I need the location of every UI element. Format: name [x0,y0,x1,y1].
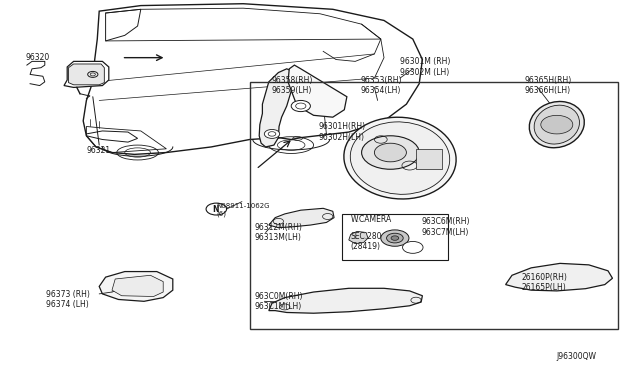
Circle shape [264,129,280,138]
Polygon shape [64,61,109,87]
Circle shape [291,100,310,112]
Text: 96365H(RH)
96366H(LH): 96365H(RH) 96366H(LH) [525,76,572,95]
Polygon shape [349,231,368,244]
Circle shape [362,136,419,169]
Text: W.CAMERA: W.CAMERA [351,215,392,224]
Circle shape [381,230,409,246]
Text: 963C0M(RH)
963C1M(LH): 963C0M(RH) 963C1M(LH) [254,292,303,311]
Text: 96358(RH)
96359(LH): 96358(RH) 96359(LH) [272,76,314,95]
Text: 96321: 96321 [86,146,111,155]
Bar [416,149,442,169]
Text: N: N [212,205,218,214]
Circle shape [387,233,403,243]
Ellipse shape [534,105,579,144]
Circle shape [541,115,573,134]
Polygon shape [68,64,104,85]
Ellipse shape [344,117,456,199]
Text: J96300QW: J96300QW [557,352,596,361]
Bar [342,214,448,260]
Text: 26160P(RH)
26165P(LH): 26160P(RH) 26165P(LH) [522,273,568,292]
Circle shape [374,143,406,162]
Polygon shape [269,208,334,228]
Polygon shape [506,263,612,291]
Circle shape [391,236,399,240]
Ellipse shape [529,102,584,148]
Circle shape [403,241,423,253]
Text: 96312M(RH)
96313M(LH): 96312M(RH) 96313M(LH) [254,223,302,242]
Polygon shape [288,65,347,117]
Polygon shape [99,272,173,301]
Text: 96301H(RH)
96302H(LH): 96301H(RH) 96302H(LH) [318,122,365,142]
Bar [250,82,618,329]
Polygon shape [269,288,422,313]
Text: 96373 (RH)
96374 (LH): 96373 (RH) 96374 (LH) [46,290,90,309]
Ellipse shape [350,122,450,194]
Text: SEC.280
(28419): SEC.280 (28419) [351,232,382,251]
Text: 963C6M(RH)
963C7M(LH): 963C6M(RH) 963C7M(LH) [421,217,470,237]
Polygon shape [259,69,293,147]
Polygon shape [112,275,163,296]
Text: 96320: 96320 [26,53,50,62]
Text: 96353(RH)
96354(LH): 96353(RH) 96354(LH) [360,76,402,95]
Text: 96301M (RH)
96302M (LH): 96301M (RH) 96302M (LH) [400,57,451,77]
Text: N08911-1062G
(6): N08911-1062G (6) [216,203,270,217]
